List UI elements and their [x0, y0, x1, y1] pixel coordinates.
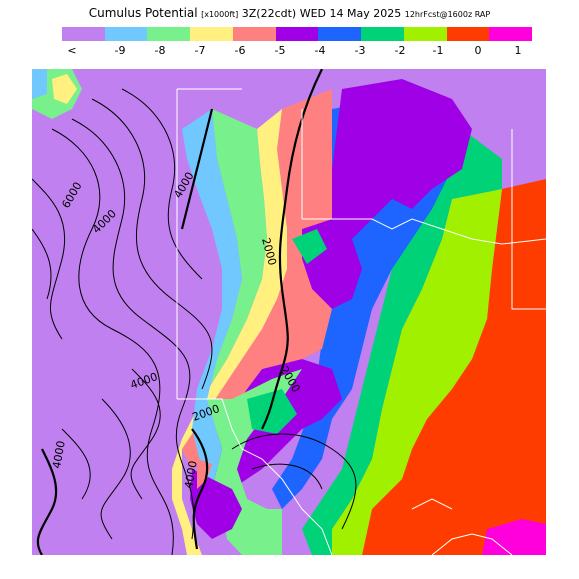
field-minus6 — [182, 89, 332, 469]
field-minus2 — [332, 189, 502, 555]
legend-tick-label: < — [67, 44, 77, 57]
legend-tick-label: -1 — [432, 44, 444, 57]
legend-tick-label: 1 — [514, 44, 522, 57]
field-minus3-patch — [247, 389, 297, 434]
legend-swatch — [62, 27, 105, 41]
cumulus-potential-map: 6000 4000 4000 2000 2000 2000 4000 4000 … — [32, 69, 546, 555]
legend-tick-label: -5 — [274, 44, 286, 57]
legend-tick-label: -8 — [154, 44, 166, 57]
field-minus8 — [202, 109, 302, 555]
legend-swatch — [275, 27, 319, 41]
legend-swatch — [104, 27, 148, 41]
field-minus5-north — [332, 79, 472, 239]
chart-title: Cumulus Potential [x1000ft] 3Z(22cdt) WE… — [0, 6, 579, 20]
title-main: Cumulus Potential — [88, 6, 198, 20]
legend-swatch — [489, 27, 533, 41]
legend-swatch — [190, 27, 233, 41]
legend-tick-label: -7 — [194, 44, 206, 57]
field-nw-corner-yellow — [52, 74, 77, 104]
legend-swatch — [403, 27, 447, 41]
field-plus1-patch — [482, 519, 546, 555]
title-forecast: 12hrFcst@1600z RAP — [404, 10, 491, 19]
legend-tick-label: -9 — [114, 44, 126, 57]
legend-swatch — [446, 27, 490, 41]
field-minus9 — [182, 109, 242, 489]
height-contours — [32, 88, 357, 555]
legend-tick-label: -6 — [234, 44, 246, 57]
contour-label: 4000 — [50, 440, 68, 470]
political-borders — [176, 88, 546, 555]
title-units: [x1000ft] — [201, 10, 239, 19]
legend-tick-label: -2 — [394, 44, 406, 57]
field-minus3 — [302, 129, 502, 555]
legend-swatch — [318, 27, 362, 41]
color-legend — [62, 27, 533, 41]
legend-swatch — [361, 27, 404, 41]
contour-label: 4000 — [182, 460, 200, 490]
height-contours-bold — [36, 69, 323, 555]
legend-swatch — [232, 27, 276, 41]
legend-tick-label: -4 — [314, 44, 326, 57]
field-nw-corner-blue — [32, 69, 47, 99]
title-valid-time: 3Z(22cdt) WED 14 May 2025 — [241, 7, 402, 20]
field-minus7 — [172, 109, 287, 555]
legend-swatch — [147, 27, 191, 41]
field-minus3-patch-2 — [292, 229, 327, 264]
legend-tick-label: -3 — [354, 44, 366, 57]
legend-tick-labels: < -9 -8 -7 -6 -5 -4 -3 -2 -1 0 1 — [62, 44, 532, 58]
legend-tick-label: 0 — [474, 44, 482, 57]
